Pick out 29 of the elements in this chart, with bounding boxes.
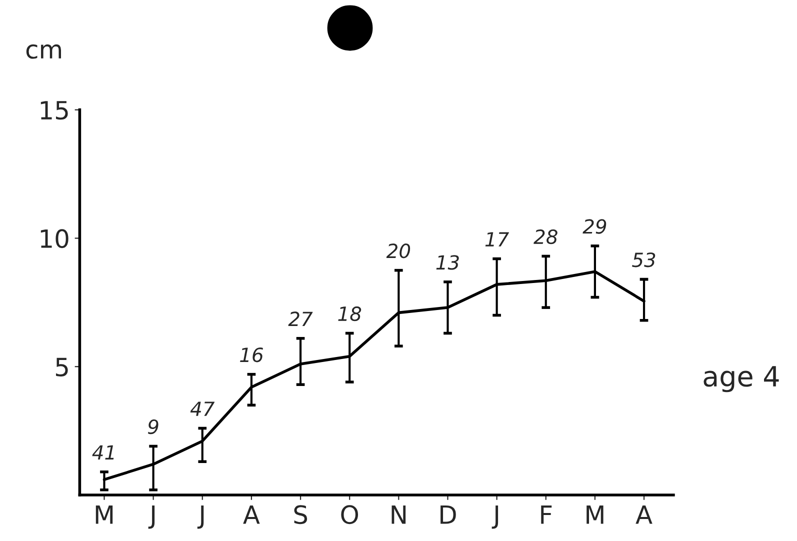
annotation: 16 [240, 348, 263, 362]
annotation: 9 [148, 419, 158, 434]
x-tick-label: J [492, 506, 498, 529]
x-tick-label: J [197, 506, 204, 529]
y-tick-label: 15 [40, 101, 68, 120]
x-tick-label: F [541, 506, 552, 524]
x-tick-label: A [636, 506, 652, 524]
x-tick-label: S [294, 505, 308, 524]
x-tick-label: A [243, 506, 260, 524]
x-tick-label: D [440, 506, 456, 524]
text: age 4 [704, 366, 779, 392]
annotation: 53 [632, 252, 656, 268]
x-tick-label: M [586, 506, 604, 524]
annotation: 28 [534, 229, 558, 244]
x-tick-label: M [96, 506, 113, 524]
annotation: 13 [436, 255, 459, 270]
annotation: 29 [582, 219, 606, 234]
annotation: 17 [485, 232, 509, 246]
x-tick-label: N [392, 506, 406, 524]
x-tick-label: O [341, 505, 358, 524]
y-tick-label: 5 [56, 358, 68, 376]
annotation: 47 [190, 402, 215, 416]
annotation: 20 [386, 244, 410, 258]
annotation: 27 [288, 312, 313, 326]
annotation: 18 [338, 306, 362, 322]
y-axis-title: cm [26, 44, 61, 59]
x-tick-label: J [148, 506, 155, 529]
y-tick-label: 10 [40, 229, 68, 248]
annotation: 41 [92, 445, 114, 460]
